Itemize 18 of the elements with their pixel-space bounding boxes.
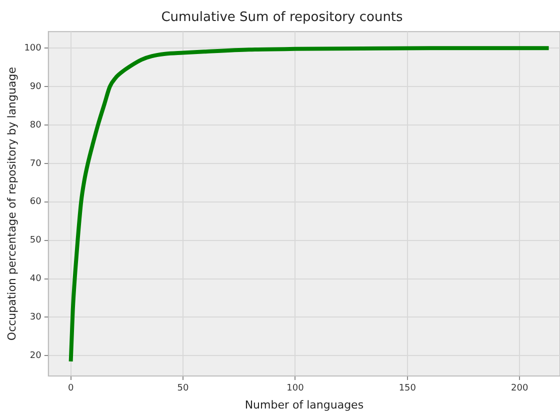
x-tick-label: 50 bbox=[177, 384, 190, 394]
y-tick-label: 90 bbox=[30, 82, 42, 92]
y-tick-label: 80 bbox=[30, 120, 42, 130]
y-tick-label: 100 bbox=[24, 43, 42, 54]
y-tick-label: 40 bbox=[30, 274, 42, 284]
x-axis-title: Number of languages bbox=[244, 398, 364, 412]
y-tick-label: 30 bbox=[30, 312, 42, 323]
line-series bbox=[68, 46, 551, 364]
y-tick-label: 60 bbox=[30, 197, 42, 208]
y-tick-label: 50 bbox=[30, 236, 42, 246]
x-tick-label: 100 bbox=[286, 384, 304, 394]
y-axis-title: Occupation percentage of repository by language bbox=[5, 66, 18, 341]
x-tick-label: 150 bbox=[398, 384, 416, 394]
y-tick-label: 20 bbox=[30, 350, 42, 361]
chart-title: Cumulative Sum of repository counts bbox=[161, 10, 404, 26]
x-tick-label: 200 bbox=[511, 384, 528, 394]
x-tick-label: 0 bbox=[68, 384, 74, 394]
y-tick-label: 70 bbox=[30, 158, 42, 169]
